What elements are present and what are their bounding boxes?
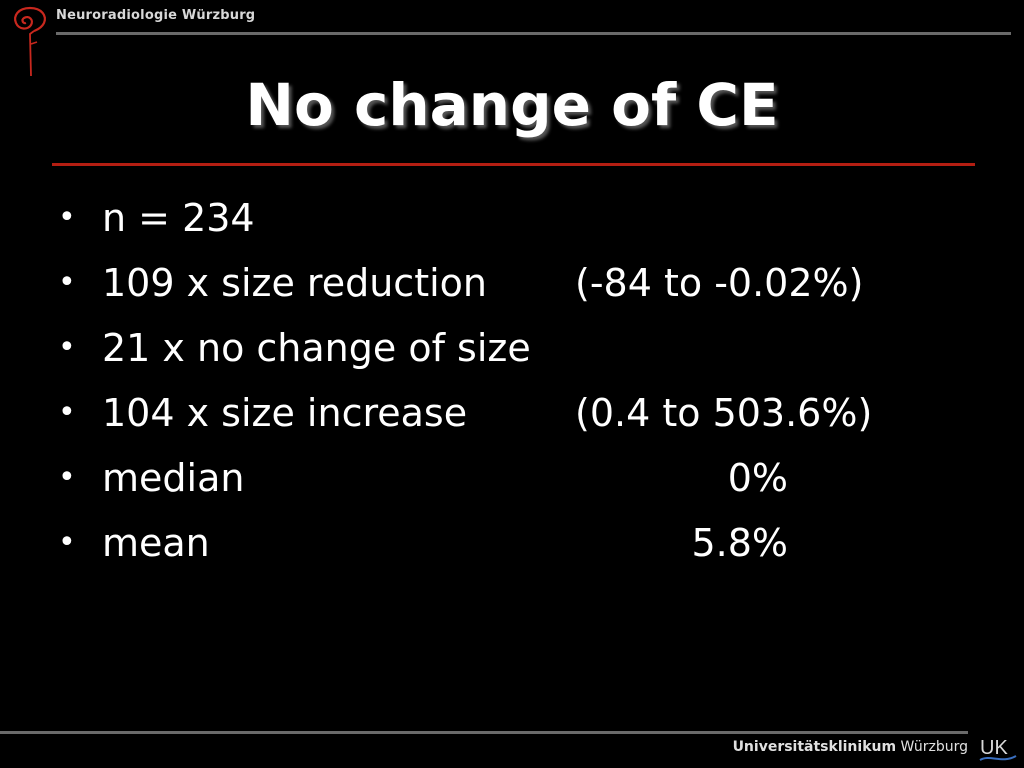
- bullet-dot-icon: •: [58, 330, 76, 365]
- bullet-dot-icon: •: [58, 395, 76, 430]
- title-divider: [52, 163, 975, 166]
- bullet-dot-icon: •: [58, 265, 76, 300]
- footer-logo-text: UK: [980, 737, 1008, 759]
- footer-brand-regular: Würzburg: [896, 739, 969, 755]
- bullet-item: • n = 234: [0, 188, 1024, 248]
- bullet-value: 0%: [727, 456, 788, 500]
- bullet-item: • 104 x size increase (0.4 to 503.6%): [0, 383, 1024, 443]
- bullet-range: (-84 to -0.02%): [575, 261, 864, 305]
- bullet-text: n = 234: [102, 196, 255, 240]
- footer-brand: Universitätsklinikum Würzburg: [733, 739, 968, 755]
- bullet-item: • mean 5.8%: [0, 513, 1024, 573]
- bullet-value: 5.8%: [691, 521, 788, 565]
- footer-divider: [0, 731, 968, 734]
- bullet-text: 104 x size increase: [102, 391, 468, 435]
- university-hospital-logo-icon: UK: [979, 737, 1017, 761]
- bullet-text: 109 x size reduction: [102, 261, 487, 305]
- bullet-dot-icon: •: [58, 525, 76, 560]
- bullet-item: • 109 x size reduction (-84 to -0.02%): [0, 253, 1024, 313]
- header-divider: [56, 32, 1011, 35]
- neuroradiology-logo-icon: [14, 6, 46, 77]
- bullet-range: (0.4 to 503.6%): [575, 391, 873, 435]
- bullet-dot-icon: •: [58, 200, 76, 235]
- bullet-dot-icon: •: [58, 460, 76, 495]
- header-title: Neuroradiologie Würzburg: [56, 8, 256, 23]
- bullet-text: 21 x no change of size: [102, 326, 531, 370]
- bullet-item: • 21 x no change of size: [0, 318, 1024, 378]
- slide-title: No change of CE: [245, 71, 779, 139]
- bullet-text: mean: [102, 521, 210, 565]
- bullet-text: median: [102, 456, 245, 500]
- bullet-item: • median 0%: [0, 448, 1024, 508]
- footer-brand-bold: Universitätsklinikum: [732, 739, 897, 755]
